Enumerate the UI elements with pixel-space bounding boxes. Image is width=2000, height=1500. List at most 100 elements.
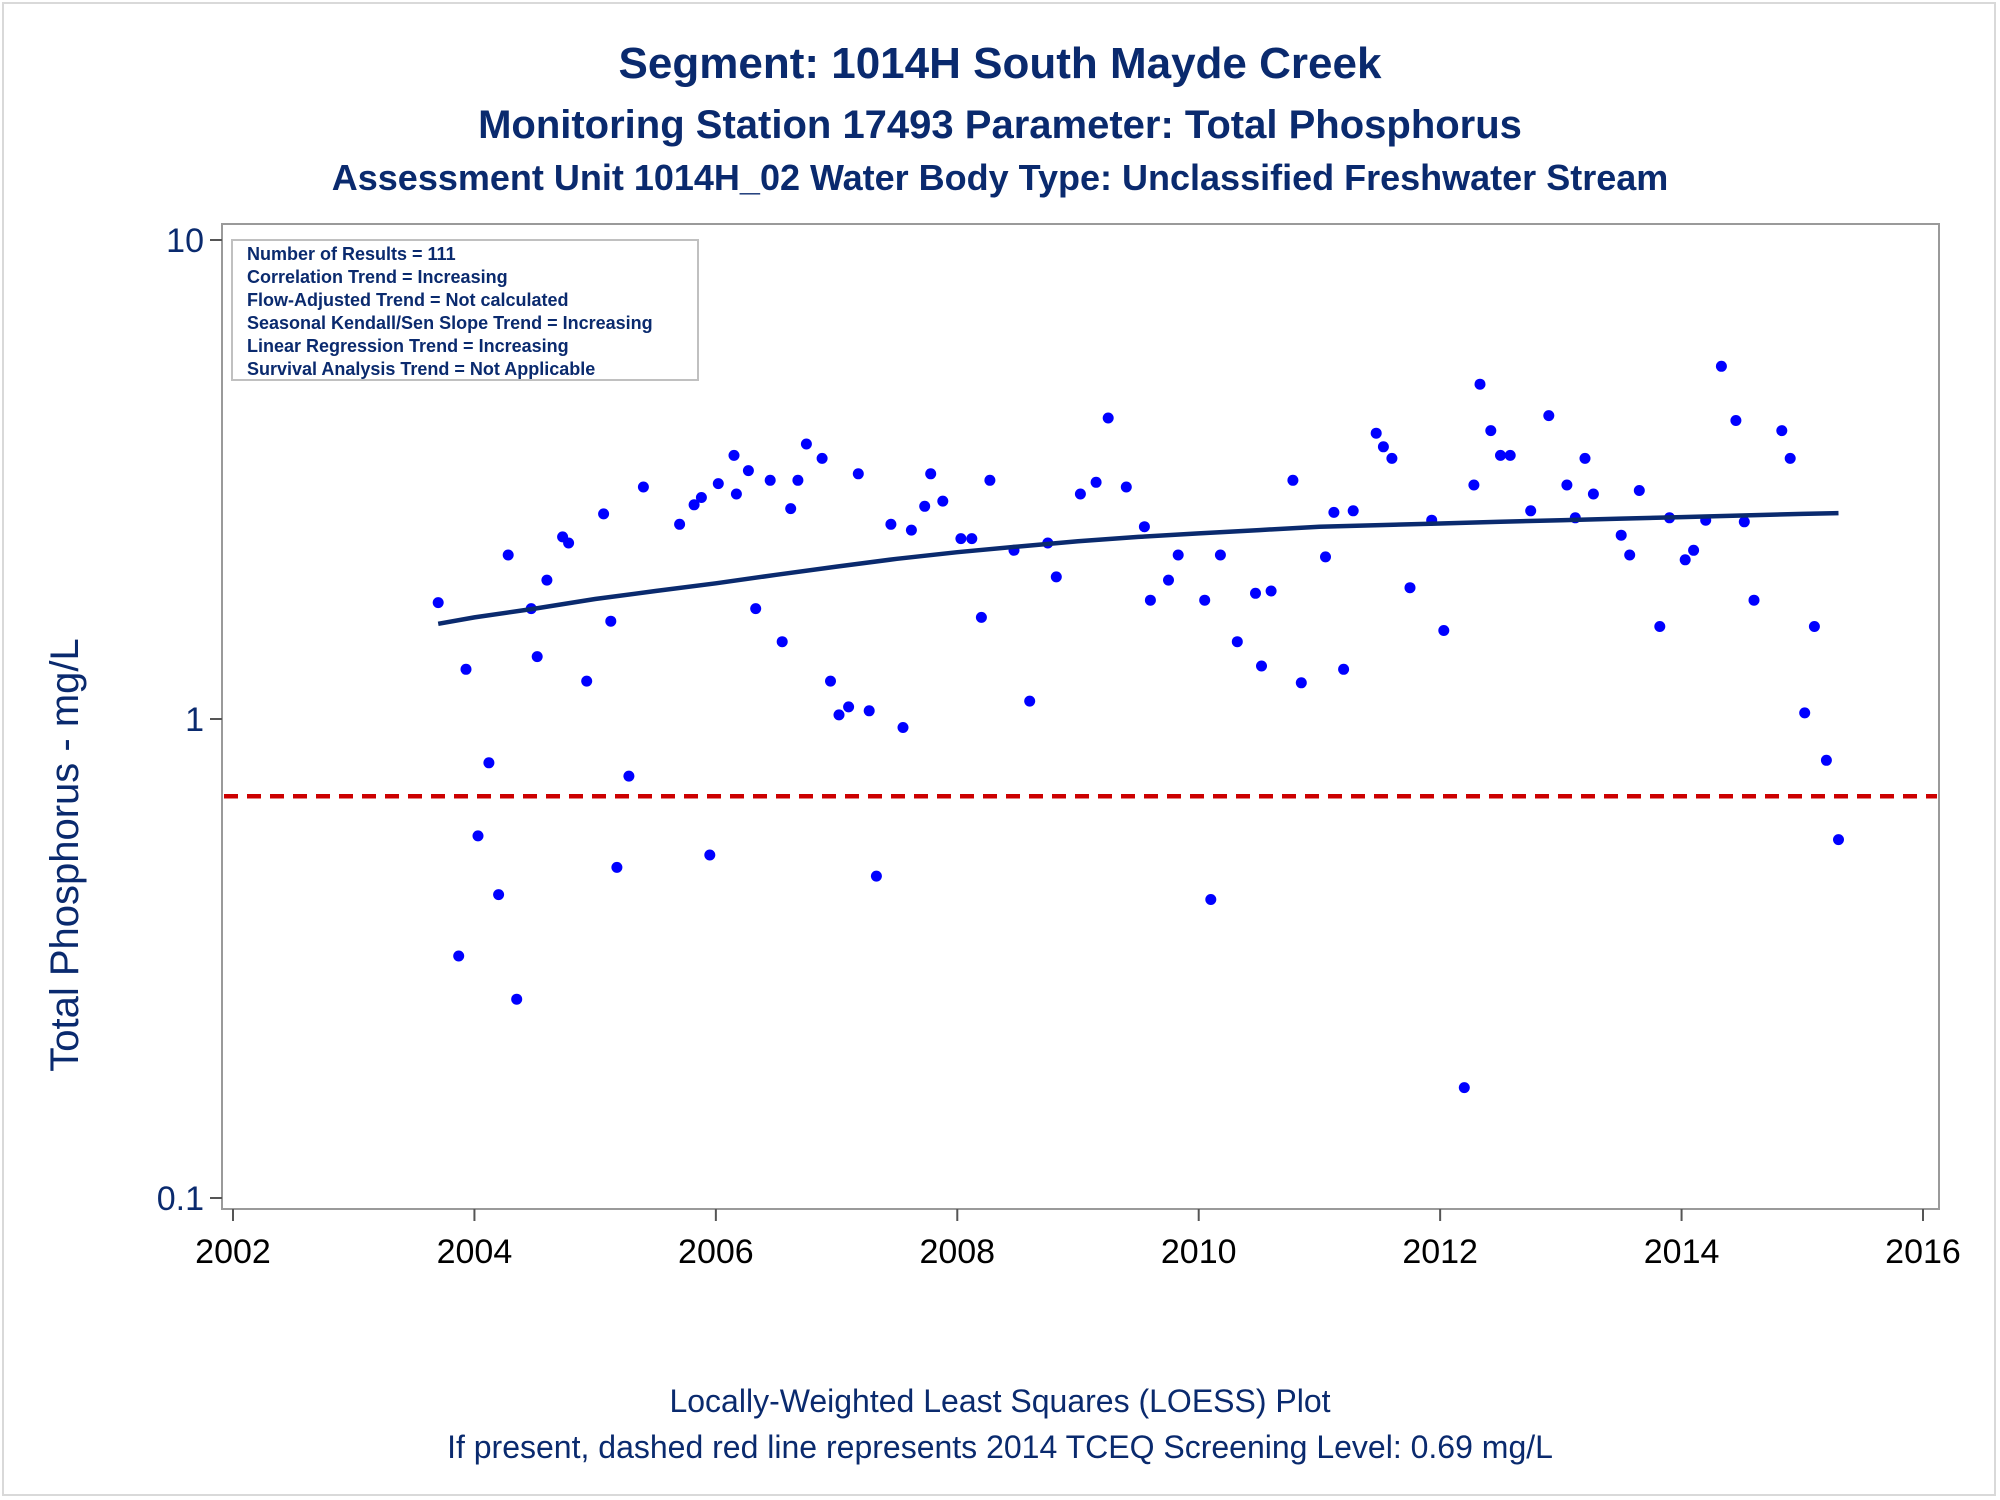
data-point (1320, 551, 1331, 563)
data-point (1468, 479, 1480, 491)
info-line-results: Number of Results = 111 (247, 244, 456, 264)
data-point (688, 499, 700, 511)
data-point (1808, 621, 1820, 632)
data-point (541, 574, 553, 586)
info-line-linear-regression: Linear Regression Trend = Increasing (247, 336, 569, 356)
info-line-seasonal-kendall: Seasonal Kendall/Sen Slope Trend = Incre… (247, 313, 653, 333)
data-point (925, 468, 937, 480)
chart-title: Segment: 1014H South Mayde Creek (619, 39, 1382, 88)
data-point (674, 518, 686, 530)
x-tick-label: 2014 (1644, 1233, 1720, 1271)
info-box-border (231, 239, 699, 381)
y-axis: 0.1 1 10 (157, 222, 222, 1218)
data-point (1144, 594, 1156, 606)
data-point (605, 615, 617, 627)
data-point (1205, 894, 1217, 905)
data-point (764, 474, 776, 486)
data-point (852, 468, 864, 480)
data-point (897, 722, 909, 733)
data-point (1050, 571, 1062, 583)
data-point (1543, 410, 1555, 422)
data-point (1163, 574, 1174, 586)
data-point (1250, 587, 1261, 599)
data-point (885, 518, 897, 530)
data-point (502, 549, 514, 561)
x-tick-label: 2016 (1885, 1233, 1961, 1271)
y-tick-label: 0.1 (157, 1180, 204, 1218)
data-point (728, 449, 740, 461)
data-point (1287, 474, 1299, 486)
data-point (825, 675, 836, 687)
footnote-screening: If present, dashed red line represents 2… (447, 1429, 1553, 1465)
data-point (1784, 452, 1796, 464)
data-point (1633, 485, 1645, 496)
data-point (955, 533, 967, 545)
data-point (1172, 549, 1184, 561)
data-point (1102, 412, 1114, 424)
data-point (792, 474, 804, 486)
chart-subtitle-2: Assessment Unit 1014H_02 Water Body Type… (332, 157, 1669, 198)
data-point (1458, 1082, 1470, 1094)
data-point (1561, 479, 1573, 491)
data-point (1688, 544, 1700, 556)
data-point (750, 603, 762, 615)
data-point (581, 675, 593, 687)
data-point (843, 701, 855, 713)
data-point (1090, 476, 1102, 488)
data-point (1214, 549, 1226, 561)
data-point (1587, 488, 1599, 500)
data-point (483, 757, 495, 769)
x-axis: 2002 2004 2006 2008 2010 2012 2014 2016 (195, 1209, 1961, 1271)
data-point (1715, 360, 1727, 372)
data-point (598, 508, 610, 520)
data-point (1833, 834, 1844, 846)
footnote-loess: Locally-Weighted Least Squares (LOESS) P… (669, 1383, 1330, 1419)
data-point (742, 465, 754, 477)
data-point (800, 438, 812, 450)
data-point (1485, 425, 1497, 437)
data-point (1495, 449, 1506, 461)
data-point (730, 488, 742, 500)
data-point (833, 709, 845, 721)
data-point (695, 492, 707, 503)
y-axis-label: Total Phosphorus - mg/L (43, 638, 87, 1072)
loess-trend-line (437, 510, 1839, 627)
plot-area (221, 223, 1940, 1210)
data-point (1138, 521, 1150, 533)
data-point (1525, 505, 1537, 517)
data-point (1328, 506, 1340, 518)
data-point (1579, 452, 1591, 464)
data-point (776, 636, 788, 648)
y-tick-label: 10 (166, 222, 204, 260)
x-tick-label: 2008 (919, 1233, 995, 1271)
data-point (984, 474, 996, 486)
data-point (1338, 663, 1350, 675)
data-point (511, 993, 523, 1005)
data-point (1265, 585, 1277, 597)
data-point (1730, 415, 1742, 426)
data-point (1820, 754, 1832, 766)
data-point (1654, 621, 1666, 632)
data-point (1199, 594, 1211, 606)
data-point (472, 830, 484, 842)
data-point (611, 861, 623, 873)
data-point (1386, 452, 1398, 464)
data-point (1295, 677, 1307, 689)
data-point (432, 597, 444, 609)
data-points (432, 360, 1844, 1094)
x-tick-label: 2004 (437, 1233, 513, 1271)
data-point (1474, 378, 1486, 390)
data-point (1438, 625, 1450, 636)
data-point (1347, 505, 1359, 517)
data-point (453, 950, 465, 962)
data-point (1776, 425, 1788, 437)
data-point (531, 651, 543, 663)
data-point (1799, 707, 1811, 719)
data-point (1377, 441, 1389, 453)
data-point (785, 503, 797, 515)
data-point (1679, 554, 1691, 566)
data-point (1024, 695, 1036, 707)
data-point (966, 533, 978, 545)
